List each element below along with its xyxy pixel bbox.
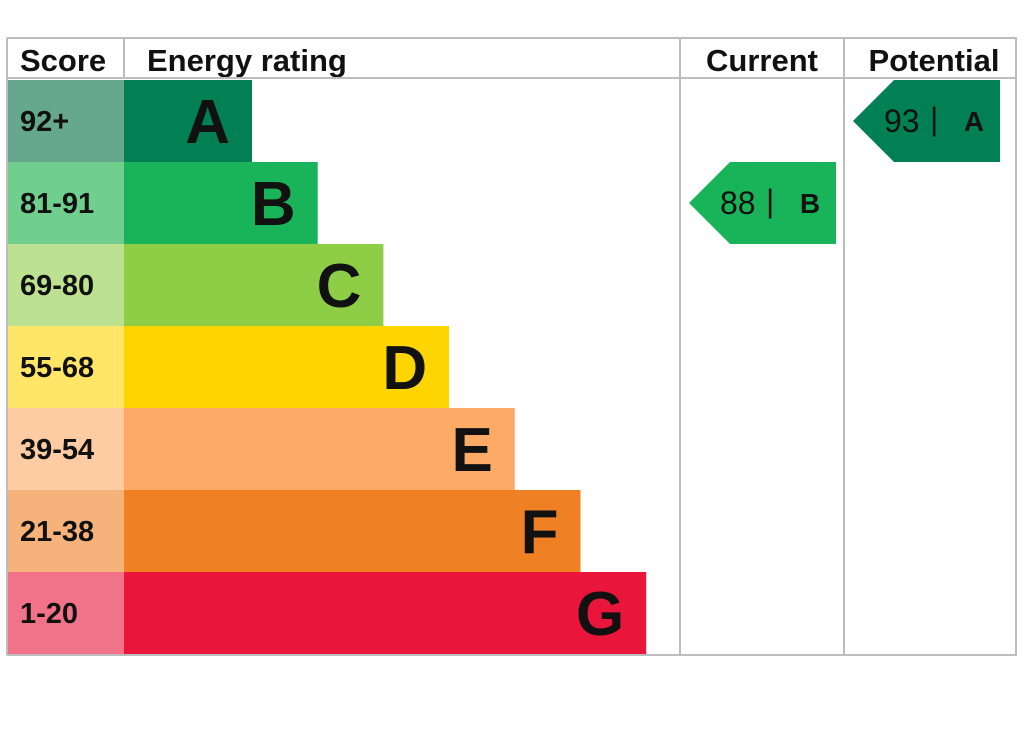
table-grid [6,37,1017,656]
score-label-a: 92+ [20,106,69,138]
band-row-a: 92+ A [7,80,252,162]
score-label-d: 55-68 [20,352,94,384]
band-letter-f: F [521,498,559,567]
band-bar-g [124,572,647,654]
score-label-f: 21-38 [20,516,94,548]
score-cell-c [7,244,124,326]
score-cell-g [7,572,124,654]
band-row-c: 69-80 C [7,244,384,326]
band-bar-b [124,162,318,244]
score-label-c: 69-80 [20,270,94,302]
band-letter-c: C [317,252,362,321]
score-cell-b [7,162,124,244]
header-score: Score [20,43,106,78]
band-bar-a [124,80,252,162]
band-letter-d: D [382,334,427,403]
score-cell-f [7,490,124,572]
band-bar-c [124,244,384,326]
band-bar-e [124,408,515,490]
band-row-f: 21-38 F [7,490,581,572]
potential-arrow-shape [853,80,1000,162]
score-label-e: 39-54 [20,434,94,466]
score-label-g: 1-20 [20,598,78,630]
band-row-e: 39-54 E [7,408,515,490]
band-row-g: 1-20 G [7,572,647,654]
band-bar-d [124,326,450,408]
rating-bands: 92+ A 81-91 B 69-80 C 55-68 D 39-54 E 21-38 F 1-20 G [7,80,647,654]
band-letter-g: G [576,580,624,649]
score-cell-d [7,326,124,408]
score-label-b: 81-91 [20,188,94,220]
header-potential: Potential [869,43,1000,78]
header-current: Current [706,43,818,78]
band-letter-a: A [185,88,230,157]
current-rating-arrow: 88 | B [689,162,836,244]
band-letter-e: E [451,416,492,485]
score-cell-e [7,408,124,490]
current-arrow-shape [689,162,836,244]
band-letter-b: B [251,170,296,239]
potential-value: 93 [884,103,920,139]
potential-letter: A [964,106,984,137]
band-bar-f [124,490,581,572]
current-separator: | [766,183,774,219]
band-row-d: 55-68 D [7,326,450,408]
potential-rating-arrow: 93 | A [853,80,1000,162]
current-letter: B [800,188,820,219]
current-value: 88 [720,185,756,221]
score-cell-a [7,80,124,162]
band-row-b: 81-91 B [7,162,318,244]
potential-separator: | [930,101,938,137]
header-energy-rating: Energy rating [147,43,347,78]
